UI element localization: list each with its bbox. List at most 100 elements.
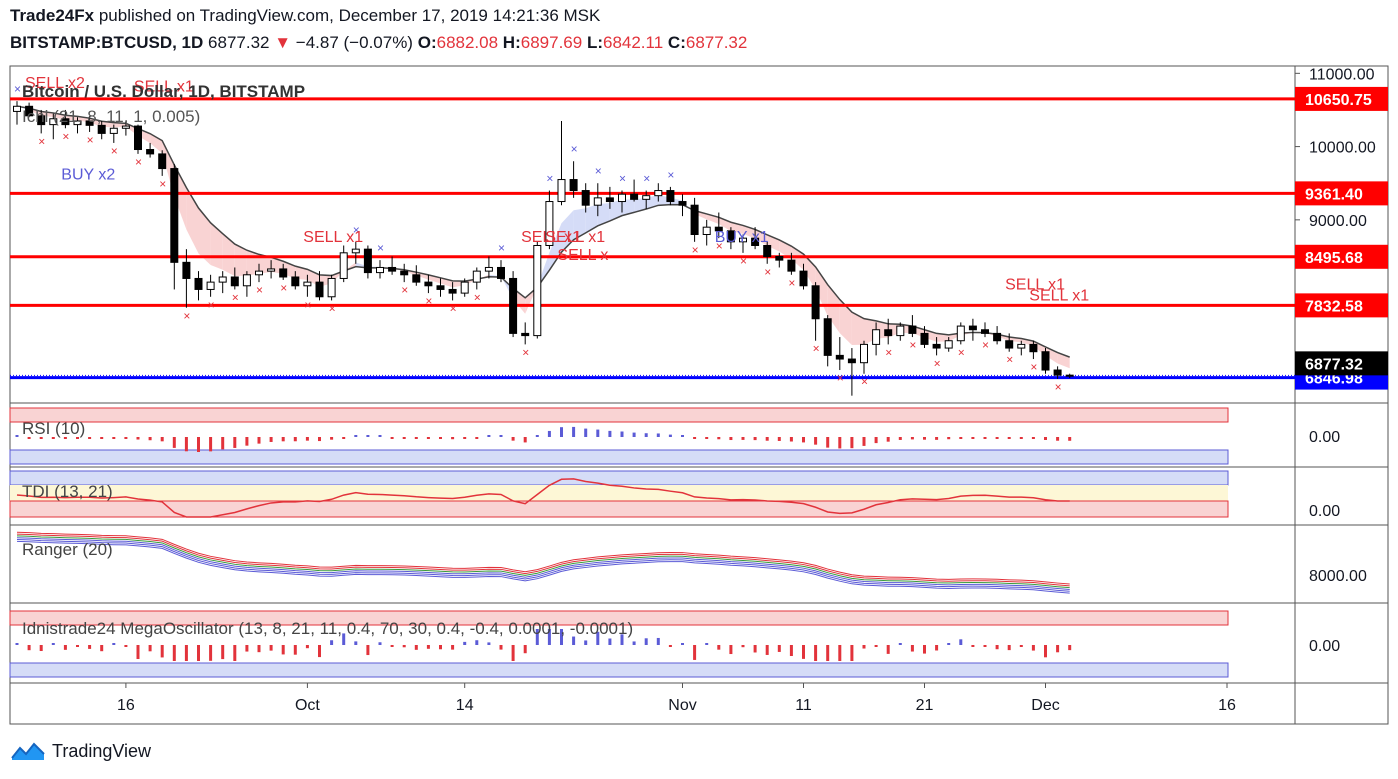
ranger-tick: 8000.00: [1309, 568, 1367, 585]
mega-bar: [778, 645, 781, 652]
candle-body: [885, 330, 892, 336]
signal-marker: ×: [208, 298, 215, 312]
mega-bar: [258, 645, 261, 652]
rsi-lower-band: [10, 450, 1228, 464]
rsi-bar: [850, 437, 853, 448]
rsi-bar: [959, 437, 962, 439]
candle-body: [510, 278, 517, 333]
signal-marker: ×: [571, 142, 578, 156]
tradingview-footer[interactable]: TradingView: [10, 740, 151, 762]
signal-label: SELL x: [557, 247, 608, 264]
signal-marker: ×: [909, 338, 916, 352]
rsi-bar: [814, 437, 817, 445]
candle-body: [219, 277, 226, 282]
rsi-bar: [137, 437, 140, 440]
candle-body: [594, 198, 601, 205]
mega-bar: [717, 645, 720, 650]
rsi-bar: [258, 437, 261, 444]
mega-bar: [209, 645, 212, 661]
candle-body: [969, 326, 976, 330]
signal-label: BUY x1: [715, 229, 769, 246]
rsi-bar: [512, 437, 515, 441]
rsi-bar: [729, 437, 732, 440]
signal-marker: ×: [135, 155, 142, 169]
signal-marker: ×: [595, 164, 602, 178]
rsi-bar: [524, 437, 527, 442]
tradingview-logo-icon: [10, 740, 46, 762]
candle-body: [195, 278, 202, 289]
mega-bar: [875, 645, 878, 647]
level-label: 8495.68: [1305, 250, 1363, 267]
rsi-bar: [766, 437, 769, 441]
rsi-bar: [294, 437, 297, 441]
signal-label: SELL x1: [545, 229, 605, 246]
candle-body: [268, 269, 275, 271]
candle-body: [110, 128, 117, 133]
signal-marker: ×: [837, 371, 844, 385]
rsi-bar: [838, 437, 841, 448]
time-tick-label: Dec: [1031, 697, 1059, 714]
level-label: 7832.58: [1305, 298, 1363, 315]
mega-bar: [427, 645, 430, 649]
mega-bar: [137, 645, 140, 659]
rsi-bar: [270, 437, 273, 442]
tdi-lower-band: [10, 501, 1228, 517]
tdi-mid-band: [10, 485, 1228, 501]
mega-bar: [282, 645, 285, 654]
mega-bar: [487, 642, 490, 645]
chart-area[interactable]: 11000.00 10000.00 9000.00 10650.75 9361.40 84…: [0, 0, 1398, 730]
mega-bar: [294, 645, 297, 655]
tdi-upper-band: [10, 471, 1228, 485]
mega-bar: [233, 645, 236, 661]
mega-bar: [379, 642, 382, 645]
mega-bar: [911, 645, 914, 652]
candle-body: [1066, 375, 1073, 376]
candle-body: [691, 205, 698, 234]
rsi-bar: [742, 437, 745, 440]
mega-bar: [1068, 645, 1071, 650]
mega-bar: [850, 645, 853, 661]
mega-bar: [112, 643, 115, 645]
mega-bar: [984, 645, 987, 647]
tdi-tick: 0.00: [1309, 503, 1340, 520]
chart-title: Bitcoin / U.S. Dollar, 1D, BITSTAMP: [22, 82, 305, 101]
rsi-bar: [984, 437, 987, 439]
mega-tick: 0.00: [1309, 638, 1340, 655]
rsi-bar: [403, 437, 406, 439]
rsi-bar: [149, 437, 152, 440]
mega-bar: [391, 645, 394, 647]
rsi-bar: [947, 437, 950, 439]
rsi-bar: [717, 437, 720, 439]
candle-body: [909, 326, 916, 333]
mega-bar: [681, 643, 684, 645]
candle-body: [643, 196, 650, 200]
mega-bar: [88, 645, 91, 649]
candle-body: [14, 106, 21, 111]
mega-bar: [28, 645, 31, 650]
rsi-tick: 0.00: [1309, 429, 1340, 446]
candle-body: [183, 262, 190, 278]
rsi-bar: [330, 437, 333, 440]
candle-body: [449, 289, 456, 293]
candle-body: [485, 267, 492, 271]
rsi-bar: [427, 437, 430, 439]
rsi-bar: [996, 437, 999, 439]
signal-marker: ×: [740, 254, 747, 268]
rsi-bar: [536, 435, 539, 437]
signal-marker: ×: [813, 342, 820, 356]
signal-label: SELL x1: [1029, 287, 1089, 304]
candle-body: [679, 202, 686, 206]
rsi-bar: [1068, 437, 1071, 441]
rsi-bar: [971, 437, 974, 439]
rsi-bar: [463, 437, 466, 439]
rsi-bar: [354, 435, 357, 437]
rsi-bar: [778, 437, 781, 441]
candle-body: [776, 256, 783, 260]
signal-label: SELL x1: [303, 229, 363, 246]
candle-body: [703, 227, 710, 234]
rsi-bar: [282, 437, 285, 441]
mega-title: Idnistrade24 MegaOscillator (13, 8, 21, …: [22, 619, 633, 638]
signal-marker: ×: [329, 301, 336, 315]
candle-body: [98, 125, 105, 133]
mega-bar: [161, 645, 164, 657]
